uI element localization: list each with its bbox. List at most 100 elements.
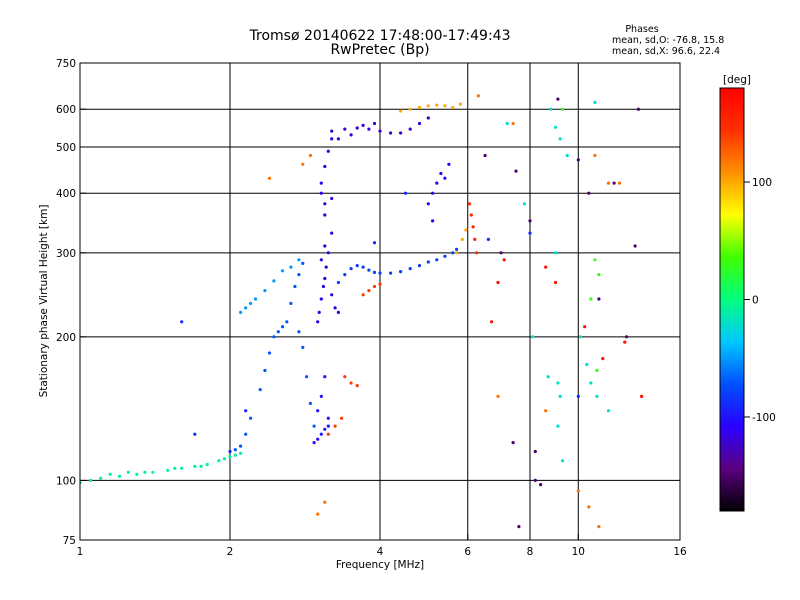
x-axis-ticks: 1 2 4 6 8 10 16 <box>77 534 687 558</box>
data-point <box>367 268 371 272</box>
data-point <box>451 105 455 110</box>
data-point <box>511 121 515 126</box>
data-point <box>308 401 312 405</box>
data-point <box>558 137 562 141</box>
data-point <box>319 432 323 436</box>
data-point <box>549 107 553 111</box>
data-point <box>556 97 560 101</box>
data-point <box>244 409 248 413</box>
data-point <box>323 244 327 248</box>
data-point <box>367 289 371 293</box>
data-point <box>443 254 447 258</box>
data-point <box>399 109 403 113</box>
data-point <box>595 368 599 373</box>
y-tick-label: 75 <box>63 535 76 547</box>
data-point <box>378 271 382 275</box>
x-tick-label: 2 <box>227 546 234 558</box>
data-point <box>601 357 605 361</box>
data-point <box>233 453 237 457</box>
y-tick-label: 200 <box>56 332 76 344</box>
data-point <box>589 297 593 301</box>
stats-title: Phases <box>625 24 658 35</box>
x-tick-label: 1 <box>77 546 84 558</box>
data-point <box>323 213 327 217</box>
data-point <box>326 416 330 420</box>
data-point <box>336 310 340 314</box>
colorbar-tick-label: 100 <box>752 177 772 189</box>
data-point <box>556 381 560 385</box>
data-point <box>308 153 312 158</box>
data-point <box>323 202 327 206</box>
data-point <box>326 424 330 428</box>
y-tick-label: 750 <box>56 58 76 70</box>
data-point <box>435 103 439 107</box>
data-point <box>593 100 597 104</box>
data-point <box>222 457 227 461</box>
data-point <box>514 169 518 173</box>
data-point <box>249 301 253 305</box>
data-point <box>135 472 139 476</box>
data-point <box>625 335 629 339</box>
data-point <box>258 388 262 392</box>
data-point <box>343 127 347 131</box>
data-point <box>205 462 209 467</box>
data-point <box>372 241 377 245</box>
data-point <box>378 282 382 286</box>
data-point <box>217 459 221 463</box>
data-points <box>80 94 644 529</box>
data-point <box>330 137 334 141</box>
data-point <box>511 441 515 445</box>
data-point <box>399 131 403 135</box>
data-point <box>606 181 611 185</box>
data-point <box>297 273 301 277</box>
data-point <box>301 345 305 349</box>
data-point <box>378 129 382 133</box>
data-point <box>447 162 451 166</box>
data-point <box>553 280 558 285</box>
data-point <box>597 273 601 277</box>
data-point <box>471 225 475 229</box>
data-point <box>556 424 560 428</box>
data-point <box>546 375 550 379</box>
data-point <box>539 483 543 487</box>
data-point <box>301 261 305 265</box>
data-point <box>173 466 177 470</box>
data-point <box>281 269 285 273</box>
y-axis-ticks: 75 100 200 300 400 500 600 750 <box>56 58 86 547</box>
data-point <box>289 265 293 269</box>
data-point <box>323 500 327 504</box>
data-point <box>330 196 334 201</box>
data-point <box>426 202 430 206</box>
data-point <box>319 297 323 301</box>
data-point <box>89 478 93 482</box>
y-tick-label: 400 <box>56 188 76 200</box>
data-point <box>343 273 347 277</box>
data-point <box>565 153 569 158</box>
data-point <box>476 94 480 98</box>
data-point <box>239 444 243 448</box>
data-point <box>443 176 447 180</box>
data-point <box>372 270 377 274</box>
data-point <box>399 270 403 274</box>
data-point <box>435 258 439 262</box>
data-point <box>458 102 462 106</box>
x-tick-label: 4 <box>377 546 384 558</box>
chart-subtitle: RwPretec (Bp) <box>330 42 429 58</box>
data-point <box>587 191 591 195</box>
data-point <box>585 362 589 367</box>
data-point <box>606 409 611 413</box>
data-point <box>431 219 435 223</box>
data-point <box>143 470 147 474</box>
data-point <box>289 301 293 305</box>
data-point <box>336 137 340 141</box>
data-point <box>244 306 248 310</box>
data-point <box>323 375 327 379</box>
data-point <box>330 231 334 235</box>
data-point <box>108 472 112 476</box>
data-point <box>467 202 472 206</box>
data-point <box>333 424 337 428</box>
data-point <box>426 116 430 120</box>
data-point <box>426 260 430 264</box>
colorbar-label: [deg] <box>723 74 751 86</box>
data-point <box>319 258 323 262</box>
